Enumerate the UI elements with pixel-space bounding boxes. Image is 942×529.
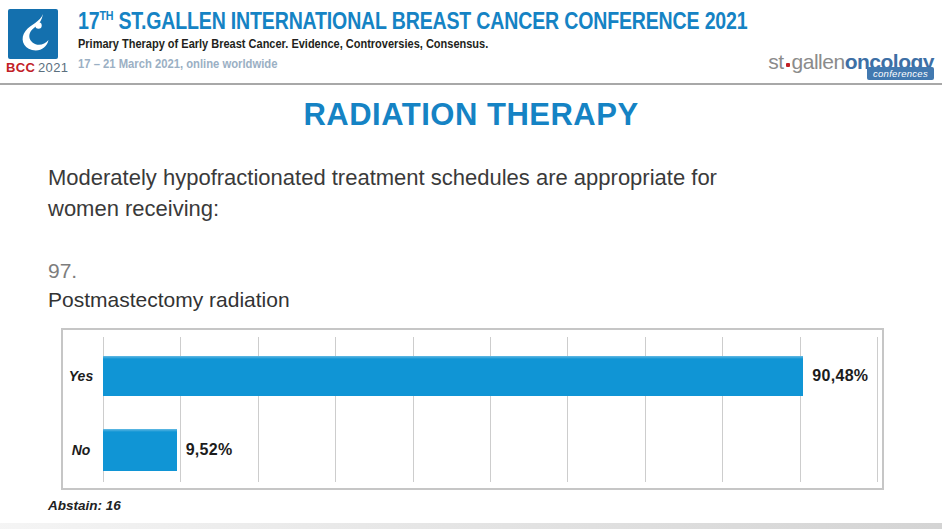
bcc-text: BCC [6,60,35,75]
header-separator [0,83,942,85]
question-item: Postmastectomy radiation [48,288,290,312]
brand-red-dot-icon [786,63,790,67]
conference-title: 17TH ST.GALLEN INTERNATIONAL BREAST CANCE… [78,8,747,35]
conference-title-rest: ST.GALLEN INTERNATIONAL BREAST CANCER CO… [118,8,747,34]
question-number: 97. [48,259,77,283]
bcc-year: 2021 [38,60,68,75]
conference-subtitle: Primary Therapy of Early Breast Cancer. … [78,37,488,51]
gridline [877,337,878,482]
bcc-logo-caption: BCC2021 [6,60,72,75]
abstain-note: Abstain: 16 [48,498,121,513]
vote-results-chart: Yes 90,48% No 9,52% [61,328,884,490]
bar-no [103,429,177,471]
question-line-2: women receiving: [48,193,717,224]
category-label-no: No [63,429,99,471]
category-label-yes: Yes [63,356,99,396]
conference-title-prefix: 17 [78,8,99,34]
page-title: RADIATION THERAPY [0,97,942,133]
slide-page: BCC2021 17TH ST.GALLEN INTERNATIONAL BREA… [0,0,942,529]
conference-dates: 17 – 21 March 2021, online worldwide [78,57,277,71]
st-gallen-oncology-logo: stgallenoncology conferences [768,50,934,74]
brand-conferences-badge: conferences [867,67,934,81]
brand-gallen: gallen [792,50,845,73]
value-label-yes: 90,48% [812,356,868,396]
brand-st: st [768,50,783,73]
plot-area: Yes90,48%No9,52% [103,330,882,488]
bcc-logo [8,9,58,59]
value-label-no: 9,52% [186,429,233,471]
bottom-edge-band [0,523,942,529]
question-text: Moderately hypofractionated treatment sc… [48,162,717,224]
bar-yes [103,356,803,396]
bcc-swan-icon [8,9,58,59]
conference-title-superscript: TH [99,9,113,23]
question-line-1: Moderately hypofractionated treatment sc… [48,162,717,193]
